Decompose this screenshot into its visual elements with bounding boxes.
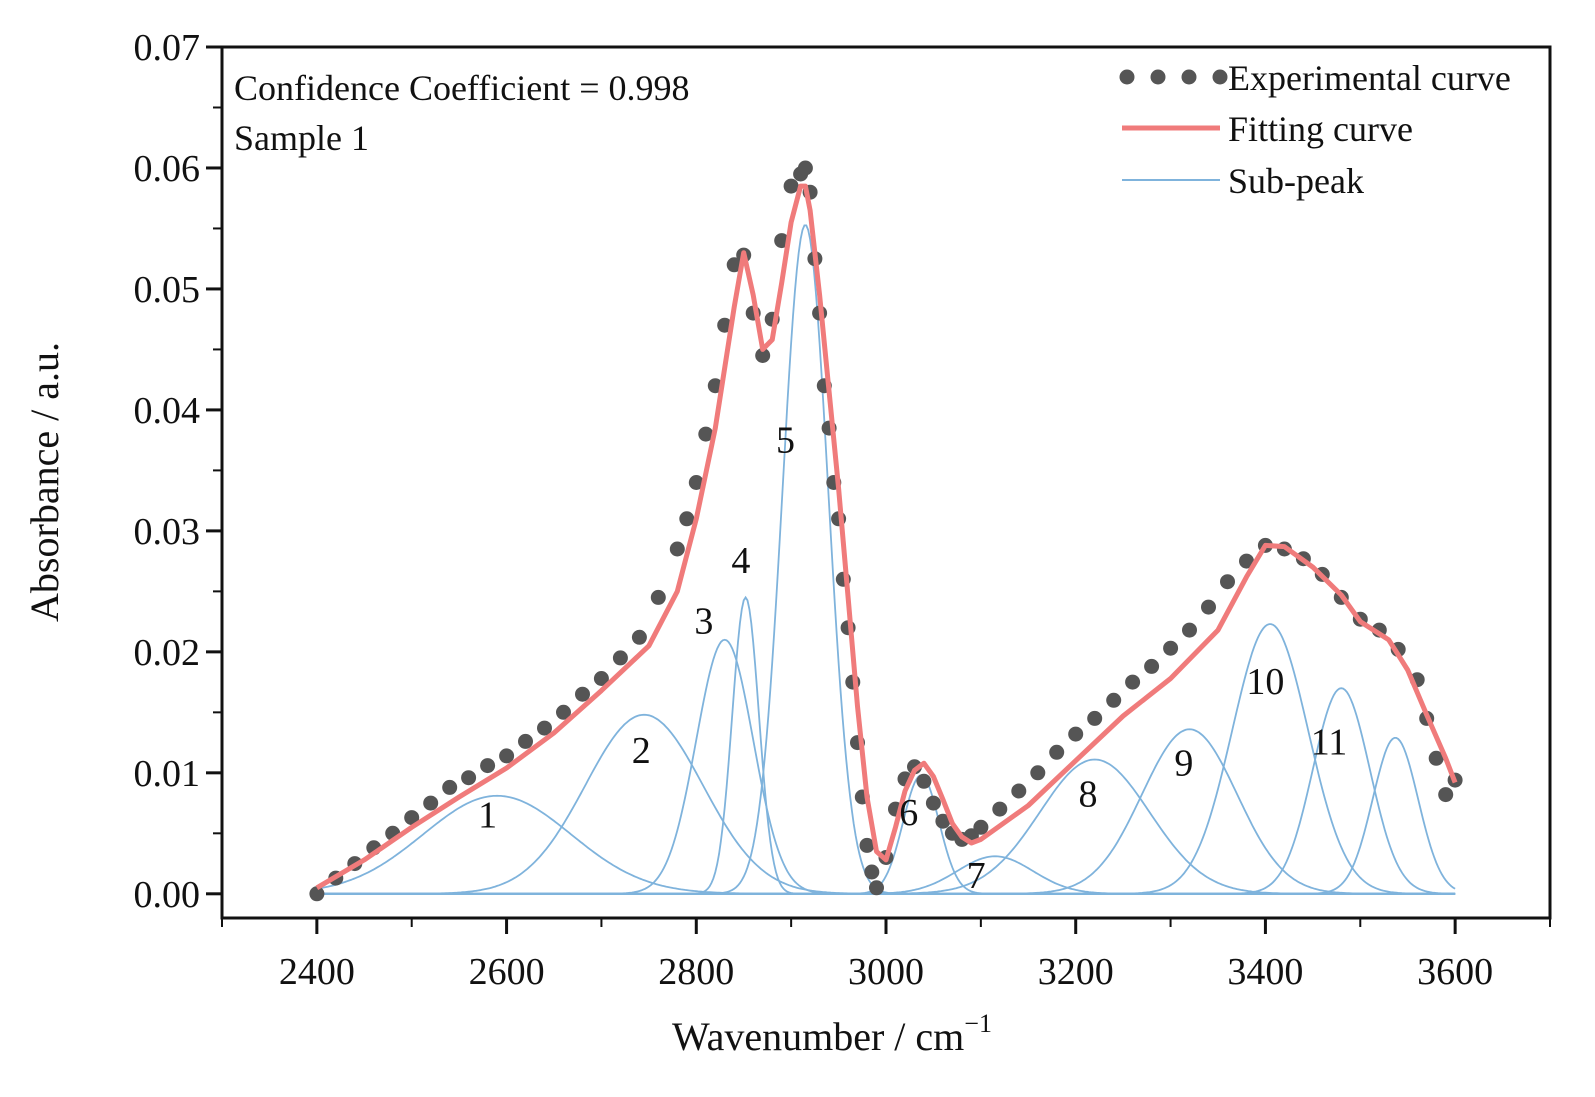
legend-dot [1212,69,1228,85]
x-tick-label: 3200 [1038,951,1114,993]
sub-peak-label: 1 [478,794,497,836]
experimental-point [783,178,799,194]
subpeak-curves [316,224,1456,895]
legend-label-subpeak: Sub-peak [1228,161,1364,201]
experimental-point [461,770,477,786]
experimental-point [518,733,533,749]
sub-peak-curve [316,737,1456,895]
experimental-point [1049,744,1065,760]
experimental-point [442,779,458,795]
y-tick-label: 0.04 [134,390,201,432]
experimental-point [1163,640,1179,656]
legend-dot [1119,69,1135,85]
experimental-point [688,475,704,490]
experimental-point [992,801,1008,817]
experimental-point [973,819,989,835]
experimental-point [1030,765,1046,781]
y-tick-label: 0.06 [134,148,201,190]
experimental-point [864,864,880,880]
experimental-point [859,837,875,853]
sub-peak-label: 4 [731,540,750,582]
experimental-point [404,810,420,826]
y-tick-label: 0.03 [134,511,201,553]
experimental-point [1068,726,1084,742]
experimental-point [1438,787,1454,803]
x-axis-title: Wavenumber / cm−1 [672,1009,992,1059]
x-tick-label: 2800 [658,951,734,993]
sub-peak-label: 11 [1311,722,1348,764]
experimental-point [726,257,742,273]
legend-label-fitting: Fitting curve [1228,109,1413,149]
experimental-points [309,160,1463,902]
sample-annotation: Sample 1 [234,118,369,158]
experimental-point [1428,750,1444,766]
experimental-point [1239,553,1254,569]
experimental-point [1182,622,1197,638]
experimental-point [480,758,496,774]
experimental-point [631,629,647,645]
experimental-point [679,511,695,527]
legend-marker-experimental [1119,69,1228,85]
experimental-point [869,880,884,896]
experimental-point [537,720,552,736]
experimental-point [1125,674,1141,690]
legend: Experimental curve Fitting curve Sub-pea… [1119,58,1511,201]
sub-peak-label: 8 [1079,774,1098,816]
sub-peak-label: 6 [899,792,918,834]
sub-peak-label: 7 [967,855,986,897]
experimental-point [612,650,628,666]
sub-peak-label: 9 [1174,742,1193,784]
experimental-point [916,773,932,789]
y-tick-label: 0.05 [134,269,201,311]
experimental-point [309,886,325,902]
y-axis-title: Absorbance / a.u. [22,342,67,622]
x-tick-label: 2600 [469,951,545,993]
experimental-point [1144,658,1160,674]
experimental-point [423,795,439,811]
experimental-point [755,348,771,363]
experimental-point [499,748,515,764]
x-tick-label: 3400 [1227,951,1303,993]
experimental-point [1201,599,1216,615]
experimental-point [1106,692,1122,708]
y-tick-label: 0.01 [134,753,201,795]
sub-peak-label: 10 [1246,661,1284,703]
x-tick-label: 2400 [279,951,355,993]
experimental-point [1087,710,1103,726]
experimental-point [1011,783,1027,799]
experimental-point [797,160,813,176]
x-tick-label: 3600 [1417,951,1493,993]
legend-dot [1181,69,1197,85]
experimental-point [925,795,941,811]
experimental-point [669,541,685,557]
sub-peak-label: 3 [694,601,713,643]
y-tick-label: 0.00 [134,874,201,916]
experimental-point [935,813,951,829]
y-tick-label: 0.02 [134,632,201,674]
legend-dot [1150,69,1166,85]
fitting-curve-line [315,183,1458,890]
experimental-point [556,704,571,720]
sub-peak-labels: 1 2 34 5 6 7 8 9 10 11 [478,419,1347,897]
x-tick-label: 3000 [848,951,924,993]
experimental-point [1220,574,1235,590]
x-axis-title-superscript: −1 [964,1009,992,1038]
experimental-point [593,671,609,686]
y-axis-ticks: 0.00 0.01 0.02 0.03 0.04 0.05 0.06 0.07 [134,27,222,916]
experimental-point [698,426,714,442]
legend-label-experimental: Experimental curve [1228,58,1511,98]
confidence-annotation: Confidence Coefficient = 0.998 [234,68,690,108]
sub-peak-label: 5 [776,419,795,461]
experimental-point [650,589,666,605]
sub-peak-label: 2 [632,730,651,772]
x-axis-ticks: 2400 2600 2800 3000 3200 3400 3600 [221,918,1551,993]
experimental-point [575,686,590,702]
y-tick-label: 0.07 [134,27,201,69]
